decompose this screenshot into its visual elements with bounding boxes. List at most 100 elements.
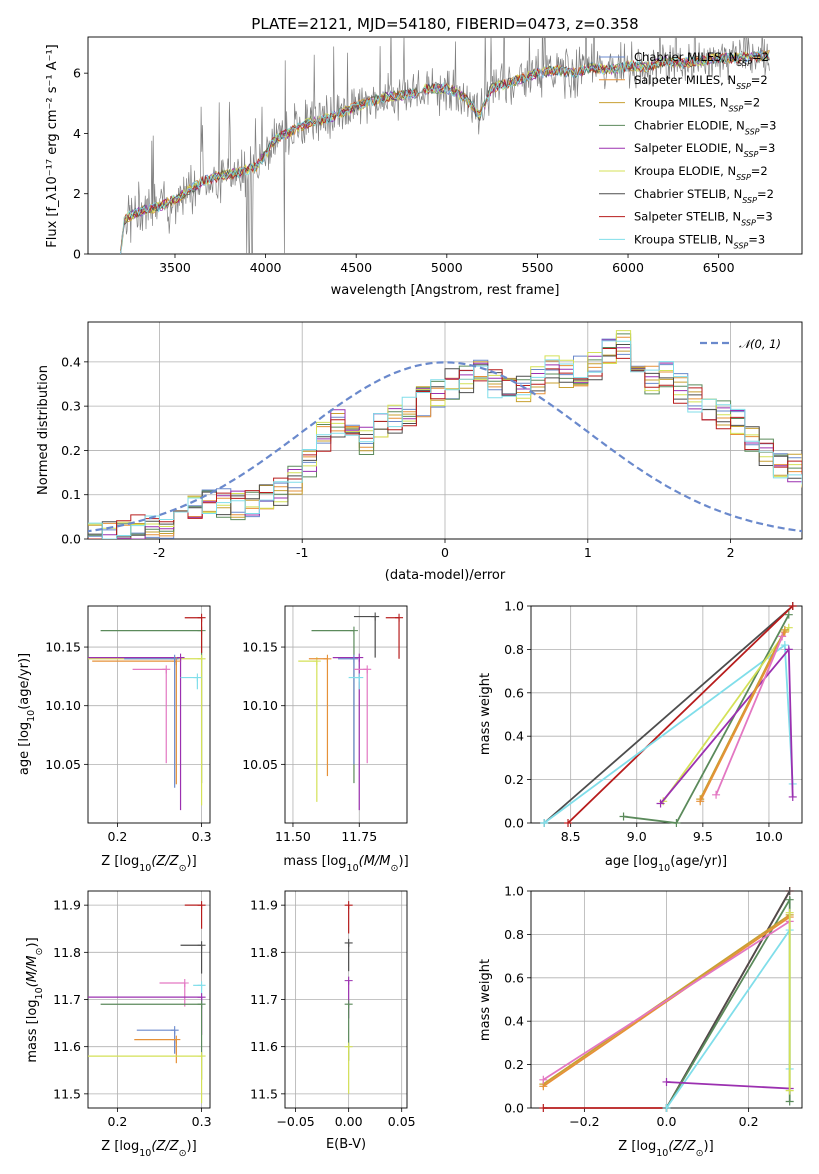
x-tick-label: 0.2: [739, 1114, 759, 1129]
y-tick-label: 0.0: [504, 816, 524, 831]
legend-subscript: SSP: [737, 59, 752, 68]
legend-subscript: SSP: [742, 195, 757, 204]
y-tick-label: 0.4: [504, 729, 524, 744]
mwz-xlabel-part: ⊙: [696, 1148, 704, 1159]
legend-entry: Kroupa MILES, NSSP=2: [634, 96, 760, 114]
data-point: [176, 653, 185, 662]
legend-subscript: SSP: [736, 81, 751, 90]
x-tick-label: 6500: [703, 260, 735, 275]
legend-subscript: SSP: [745, 127, 760, 136]
x-tick-label: 8.5: [561, 829, 581, 844]
legend-entry: Salpeter MILES, NSSP=2: [634, 73, 768, 91]
y-tick-label: 11.6: [250, 1039, 278, 1054]
legend-text: Chabrier STELIB, N: [634, 187, 742, 201]
y-tick-label: 0.8: [504, 642, 524, 657]
massweight-vs-age-panel: mass weight 8.5 9.0 9.5 10.0 0.0 0.2 0.4 0.6 0.8…: [478, 599, 803, 874]
legend-entry: Chabrier STELIB, NSSP=2: [634, 187, 774, 205]
spectrum-xlabel: wavelength [Angstrom, rest frame]: [331, 283, 560, 298]
x-tick-label: 5000: [431, 260, 463, 275]
massz-ylabel-part: )]: [25, 937, 40, 947]
agemass-xlabel-part: )]: [399, 854, 409, 869]
mass-weight-marker: [788, 792, 797, 801]
x-tick-label: 9.5: [693, 829, 713, 844]
mwz-xlabel-part: 10: [656, 1148, 668, 1159]
data-point: [323, 654, 332, 663]
legend-tail: =3: [748, 232, 765, 246]
data-point: [349, 626, 358, 635]
legend-text: Salpeter STELIB, N: [634, 210, 741, 224]
mass-weight-marker: [780, 628, 789, 637]
residual-histogram: [88, 348, 802, 539]
agez-xlabel-part: )]: [187, 854, 197, 869]
mass-weight-line: [543, 605, 794, 824]
residual-panel: (data-model)/error Normed distribution -…: [36, 321, 803, 583]
model-spectrum-line: [120, 49, 770, 251]
x-tick-label: −0.05: [276, 1114, 314, 1129]
agemass-xlabel-part: mass [log: [283, 854, 346, 869]
mass-weight-marker: [540, 819, 549, 827]
legend-tail: =3: [758, 141, 775, 155]
massz-xlabel-part: )]: [187, 1139, 197, 1154]
y-tick-label: 0.3: [61, 399, 81, 414]
y-tick-label: 11.7: [250, 992, 278, 1007]
legend-tail: =2: [751, 164, 768, 178]
x-tick-label: -1: [296, 545, 308, 560]
data-point: [344, 1000, 353, 1009]
legend-text: Salpeter ELODIE, N: [634, 141, 744, 155]
spectrum-panel: PLATE=2121, MJD=54180, FIBERID=0473, z=0…: [45, 15, 803, 298]
mass-vs-z-panel: 0.2 0.311.511.611.711.811.9Z [log10(Z/Z⊙)…: [25, 890, 212, 1159]
mwz-xlabel-part: (Z/Z: [668, 1139, 696, 1154]
mwz-xlabel-part: Z [log: [618, 1139, 656, 1154]
y-tick-label: 11.5: [250, 1086, 278, 1101]
x-tick-label: 4500: [340, 260, 372, 275]
data-point: [197, 901, 206, 910]
agemass-xlabel: mass [log10(M/M⊙)]: [283, 854, 408, 874]
y-tick-label: 10.15: [45, 640, 81, 655]
x-tick-label: 11.75: [341, 829, 377, 844]
plot-frame: [87, 321, 803, 540]
mwage-xlabel-part: 10: [658, 863, 670, 874]
legend-subscript: SSP: [729, 104, 744, 113]
data-point: [193, 673, 202, 682]
mass-weight-line: [623, 614, 790, 824]
legend-entry: Kroupa ELODIE, NSSP=2: [634, 164, 768, 182]
y-tick-label: 0.1: [61, 487, 81, 502]
residual-histogram: [88, 339, 802, 539]
x-tick-label: 9.0: [627, 829, 647, 844]
x-tick-label: 0.3: [192, 829, 212, 844]
y-tick-label: 0.6: [504, 970, 524, 985]
mass-weight-marker: [564, 819, 573, 827]
mass-weight-marker: [672, 819, 681, 827]
data-point: [197, 654, 206, 663]
y-tick-label: 0.2: [504, 1057, 524, 1072]
y-tick-label: 10.05: [242, 757, 278, 772]
mass-weight-marker: [785, 887, 794, 895]
y-tick-label: 11.8: [53, 945, 81, 960]
data-point: [344, 901, 353, 910]
data-point: [180, 978, 189, 987]
mass-weight-marker: [696, 797, 705, 806]
agemass-xlabel-part: 10: [347, 863, 359, 874]
mass-weight-marker: [619, 812, 628, 821]
x-tick-label: 4000: [250, 260, 282, 275]
mwage-xlabel-part: (age/yr)]: [670, 854, 727, 869]
data-point: [197, 941, 206, 950]
massz-xlabel-part: (Z/Z: [151, 1139, 179, 1154]
massz-xlabel-part: 10: [139, 1148, 151, 1159]
y-tick-label: 0.0: [504, 1101, 524, 1116]
plot-frame: [284, 890, 408, 1109]
x-tick-label: 6000: [612, 260, 644, 275]
mwage-xlabel-part: age [log: [605, 854, 658, 869]
massz-xlabel: Z [log10(Z/Z⊙)]: [101, 1139, 196, 1159]
legend-subscript: SSP: [736, 173, 751, 182]
legend-text: Kroupa MILES, N: [634, 96, 729, 110]
mass-weight-marker: [784, 645, 793, 654]
mass-weight-line: [659, 646, 794, 805]
legend-tail: =2: [751, 73, 768, 87]
y-tick-label: 10.10: [242, 698, 278, 713]
data-point: [197, 981, 206, 990]
agemass-xlabel-part: (M/M: [359, 854, 391, 869]
mwage-ylabel: mass weight: [478, 673, 493, 755]
